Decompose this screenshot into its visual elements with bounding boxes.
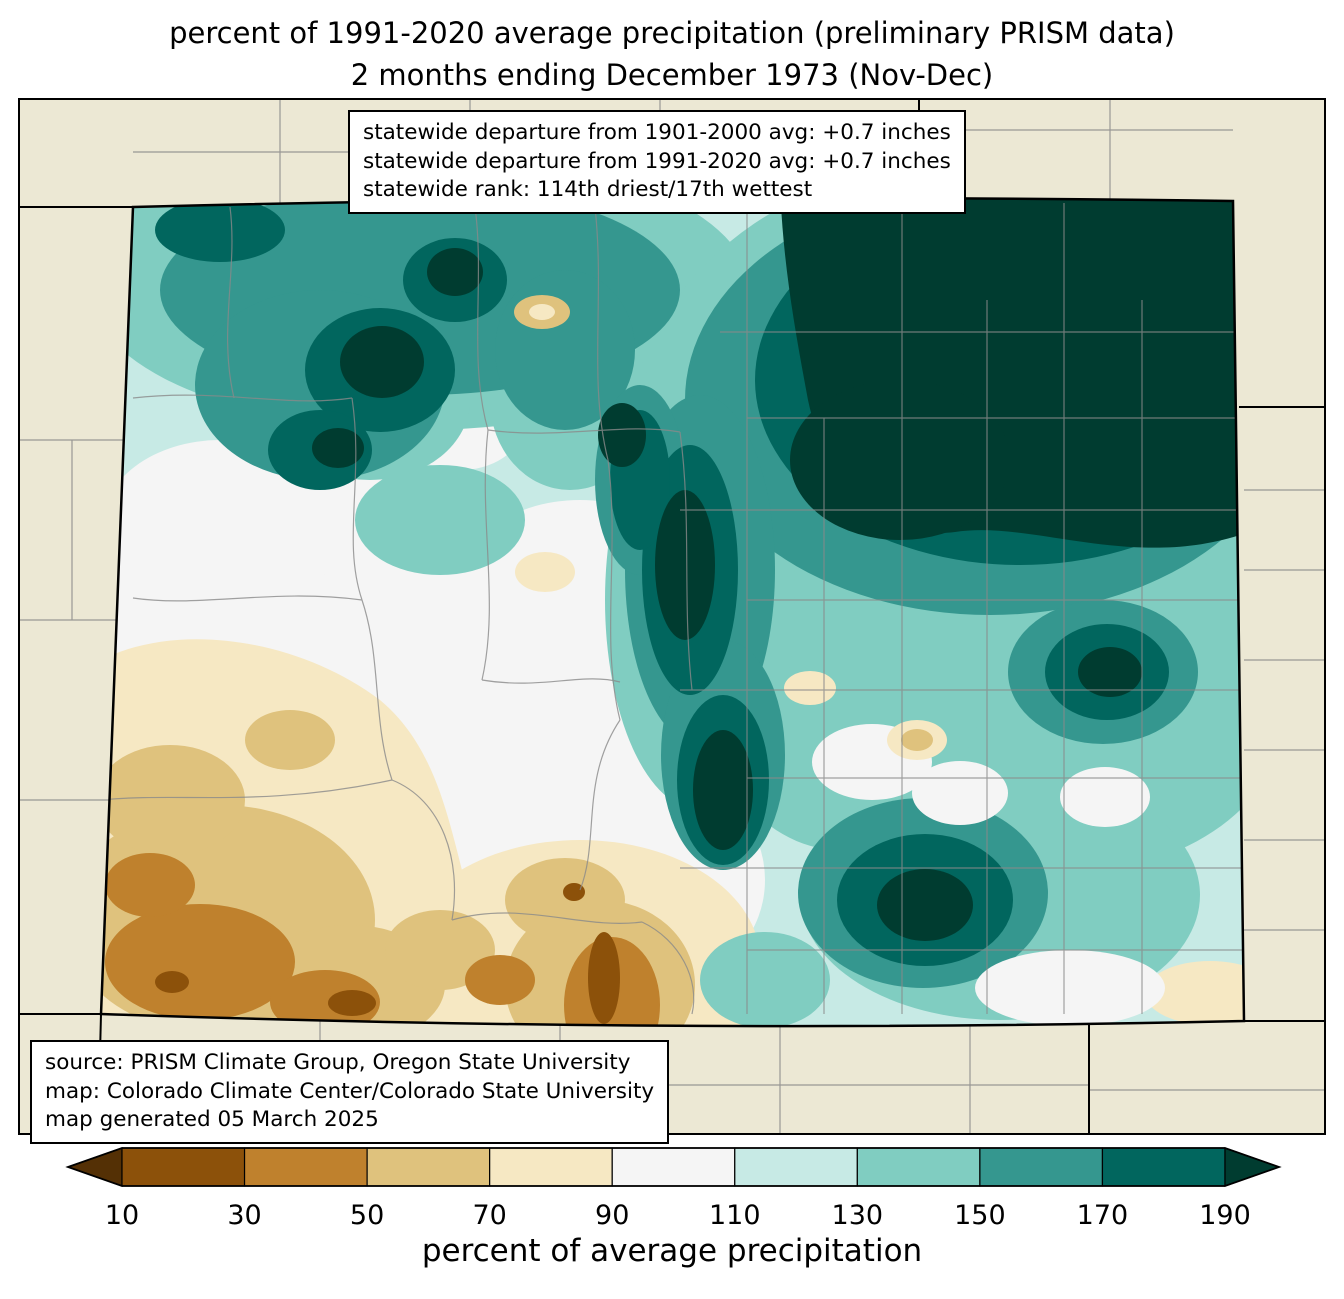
colorbar-tick-label: 70 [472, 1200, 506, 1231]
colorbar-segment [979, 1147, 1104, 1187]
colorbar-arrow-left [66, 1147, 123, 1187]
contour-30-50 [105, 853, 660, 1027]
title-line-1: percent of 1991-2020 average precipitati… [169, 16, 1175, 50]
colorbar-caption: percent of average precipitation [421, 1233, 923, 1269]
colorbar-segment [1101, 1147, 1226, 1187]
colorbar-tick-label: 150 [954, 1200, 1006, 1231]
contour-accent-spots [514, 295, 1165, 1026]
figure-title: percent of 1991-2020 average precipitati… [0, 12, 1344, 96]
colorbar-tick-label: 50 [350, 1200, 384, 1231]
stats-box: statewide departure from 1901-2000 avg: … [348, 110, 966, 214]
colorbar-tick-label: 30 [227, 1200, 261, 1231]
title-line-2: 2 months ending December 1973 (Nov-Dec) [350, 58, 994, 93]
contour-10-30 [155, 883, 620, 1024]
colorbar: 10 30 50 70 90 110 130 150 170 190 [65, 1147, 1282, 1231]
colorado-precip-map [20, 100, 1324, 1133]
colorbar-tick-label: 110 [709, 1200, 761, 1231]
county-lines [101, 203, 1243, 1015]
colorbar-arrow-right [1224, 1147, 1281, 1187]
stats-line-1: statewide departure from 1901-2000 avg: … [363, 120, 951, 145]
colorbar-segment [734, 1147, 858, 1187]
colorbar-tick-label: 10 [105, 1200, 139, 1231]
colorbar-outline [65, 1147, 1282, 1187]
colorbar-segment [121, 1147, 246, 1187]
colorbar-tick-label: 130 [832, 1200, 884, 1231]
colorbar-tick-label: 90 [595, 1200, 629, 1231]
precip-contour-layers [101, 198, 1244, 1027]
source-line-3: map generated 05 March 2025 [45, 1107, 379, 1133]
colorbar-segment [366, 1147, 491, 1187]
colorbar-segment [856, 1147, 981, 1187]
map-frame [18, 98, 1326, 1135]
colorbar-wrap: 10 30 50 70 90 110 130 150 170 190 [0, 1142, 1344, 1242]
stats-line-2: statewide departure from 1991-2020 avg: … [363, 148, 951, 174]
colorbar-segment [611, 1147, 736, 1187]
colorbar-tick-label: 190 [1199, 1200, 1251, 1231]
colorbar-tick-label: 170 [1077, 1200, 1129, 1231]
stats-line-3: statewide rank: 114th driest/17th wettes… [363, 177, 813, 203]
source-line-2: map: Colorado Climate Center/Colorado St… [45, 1078, 655, 1104]
source-line-1: source: PRISM Climate Group, Oregon Stat… [45, 1050, 631, 1075]
colorbar-segment [489, 1147, 613, 1187]
source-box: source: PRISM Climate Group, Oregon Stat… [30, 1040, 670, 1144]
contour-170-190 [312, 198, 1240, 941]
colorbar-segment [243, 1147, 368, 1187]
